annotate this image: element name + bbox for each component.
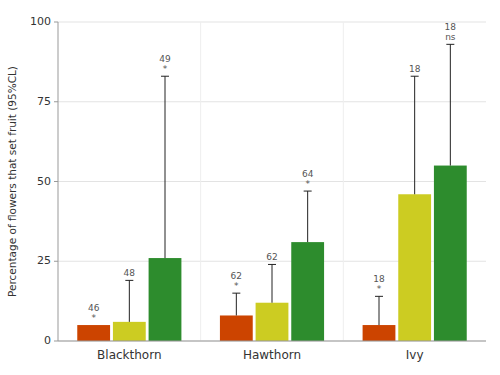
y-tick <box>54 341 58 342</box>
grid-line <box>58 101 486 102</box>
error-line <box>414 76 415 194</box>
sig-label: * <box>234 281 239 291</box>
error-bar <box>446 44 454 165</box>
error-cap <box>161 76 169 77</box>
bar <box>113 322 146 341</box>
error-line <box>236 293 237 315</box>
sig-label: * <box>377 284 382 294</box>
y-tick <box>54 101 58 102</box>
x-tick-label: Blackthorn <box>97 348 161 362</box>
y-tick-label: 25 <box>37 254 51 267</box>
y-tick <box>54 22 58 23</box>
error-cap <box>411 76 419 77</box>
group-separator <box>200 22 201 341</box>
sig-label: * <box>91 313 96 323</box>
grid-line <box>58 22 486 23</box>
error-bar <box>411 76 419 194</box>
y-tick <box>54 181 58 182</box>
y-tick-label: 75 <box>37 95 51 108</box>
y-axis-label: Percentage of flowers that set fruit (95… <box>6 66 18 297</box>
y-tick <box>54 261 58 262</box>
error-line <box>307 191 308 242</box>
error-bar <box>161 76 169 258</box>
x-tick-label: Hawthorn <box>243 348 301 362</box>
bar <box>434 166 467 341</box>
bar <box>398 194 431 341</box>
y-tick-label: 0 <box>44 334 51 347</box>
sig-label: * <box>163 64 168 74</box>
error-line <box>165 76 166 258</box>
group-separator <box>343 22 344 341</box>
bar <box>220 315 253 341</box>
grid <box>58 22 486 341</box>
error-bar <box>304 191 312 242</box>
error-bar <box>232 293 240 315</box>
x-axis-line <box>58 341 486 342</box>
error-cap <box>446 44 454 45</box>
error-line <box>450 44 451 165</box>
n-label: 62 <box>266 252 277 262</box>
error-cap <box>304 191 312 192</box>
axes: 0 25 50 75 100 Blackthorn Hawthorn Ivy <box>30 15 486 362</box>
n-label: 62 <box>231 271 242 281</box>
bar-labels: *46*62*18486218*49*64ns18 <box>88 22 456 323</box>
bar <box>291 242 324 341</box>
error-bar <box>375 296 383 325</box>
bar <box>256 303 289 341</box>
chart: *46*62*18486218*49*64ns180255075100Black… <box>0 0 500 375</box>
error-bar <box>268 264 276 302</box>
error-bar <box>125 280 133 321</box>
error-cap <box>125 280 133 281</box>
sig-label: * <box>305 179 310 189</box>
sig-label: ns <box>445 32 456 42</box>
y-tick-label: 50 <box>37 175 51 188</box>
bar <box>149 258 182 341</box>
n-label: 48 <box>124 268 136 278</box>
n-label: 46 <box>88 303 100 313</box>
error-cap <box>232 293 240 294</box>
bar <box>363 325 396 341</box>
grid-line <box>58 341 486 342</box>
n-label: 18 <box>445 22 457 32</box>
plot-area <box>77 44 466 341</box>
grid-line <box>58 181 486 182</box>
n-label: 49 <box>159 54 171 64</box>
error-line <box>379 296 380 325</box>
error-line <box>129 280 130 321</box>
n-label: 64 <box>302 169 314 179</box>
n-label: 18 <box>373 274 385 284</box>
error-cap <box>268 264 276 265</box>
error-cap <box>375 296 383 297</box>
error-line <box>272 264 273 302</box>
bar <box>77 325 110 341</box>
n-label: 18 <box>409 64 421 74</box>
x-tick-label: Ivy <box>406 348 424 362</box>
y-tick-label: 100 <box>30 15 51 28</box>
